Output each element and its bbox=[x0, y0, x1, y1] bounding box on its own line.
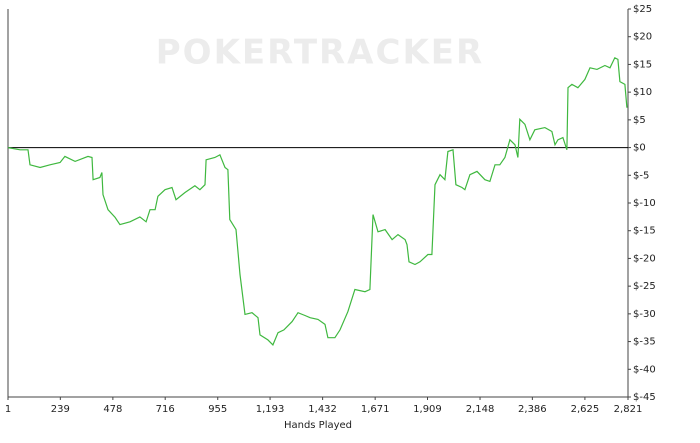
y-tick-label: $-20 bbox=[633, 253, 656, 264]
y-tick-label: $5 bbox=[633, 115, 646, 126]
y-tick-label: $25 bbox=[633, 4, 652, 15]
x-tick-label: 955 bbox=[208, 404, 227, 415]
data-line bbox=[7, 56, 628, 346]
x-tick-label: 1,671 bbox=[361, 404, 390, 415]
y-tick-label: $-40 bbox=[633, 364, 656, 375]
x-tick-label: 2,148 bbox=[466, 404, 495, 415]
x-tick-label: 1,909 bbox=[413, 404, 442, 415]
y-tick-label: $-10 bbox=[633, 198, 656, 209]
x-tick-label: 1,432 bbox=[308, 404, 337, 415]
x-tick-label: 716 bbox=[156, 404, 175, 415]
x-tick-label: 478 bbox=[103, 404, 122, 415]
x-tick-label: 239 bbox=[51, 404, 70, 415]
y-tick-label: $0 bbox=[633, 143, 646, 154]
y-tick-label: $15 bbox=[633, 59, 652, 70]
y-tick-label: $-15 bbox=[633, 226, 656, 237]
y-tick-label: $-45 bbox=[633, 392, 656, 403]
x-axis-label: Hands Played bbox=[284, 420, 352, 431]
y-tick-label: $20 bbox=[633, 32, 652, 43]
x-tick-label: 2,625 bbox=[571, 404, 600, 415]
x-tick-label: 2,386 bbox=[518, 404, 547, 415]
y-tick-label: $-25 bbox=[633, 281, 656, 292]
x-tick-label: 1,193 bbox=[256, 404, 285, 415]
y-tick-label: $10 bbox=[633, 87, 652, 98]
y-tick-label: $-30 bbox=[633, 309, 656, 320]
y-tick-label: $-35 bbox=[633, 337, 656, 348]
y-tick-label: $-5 bbox=[633, 170, 649, 181]
watermark: POKERTRACKER bbox=[156, 33, 484, 73]
x-tick-label: 2,821 bbox=[614, 404, 643, 415]
x-tick-label: 1 bbox=[5, 404, 11, 415]
